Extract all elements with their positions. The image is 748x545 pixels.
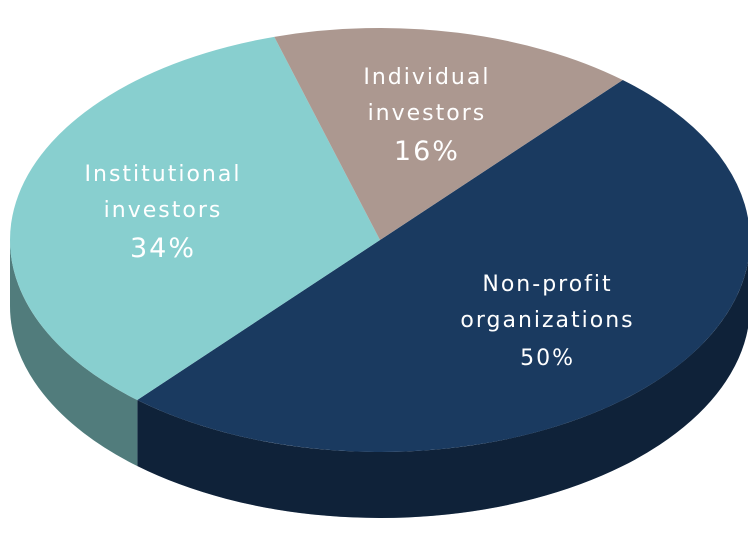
value-label: 16% — [393, 135, 460, 167]
category-label: Non-profit organizations — [460, 272, 635, 334]
value-label: 34% — [129, 233, 196, 265]
slice-side-shade — [137, 261, 748, 518]
category-label: Individual investors — [363, 64, 491, 126]
slice — [274, 27, 623, 240]
slice-side — [137, 261, 748, 518]
slice-label: Individual investors 16% — [317, 60, 537, 172]
slice — [137, 80, 748, 452]
slice-side — [9, 240, 138, 466]
value-label: 50% — [520, 346, 575, 372]
slice-side-shade — [9, 240, 138, 466]
slice-label: Institutional investors 34% — [53, 157, 273, 269]
category-label: Institutional investors — [84, 162, 242, 224]
slice — [9, 36, 380, 400]
slice-label: Non-profit organizations 50% — [438, 267, 658, 379]
